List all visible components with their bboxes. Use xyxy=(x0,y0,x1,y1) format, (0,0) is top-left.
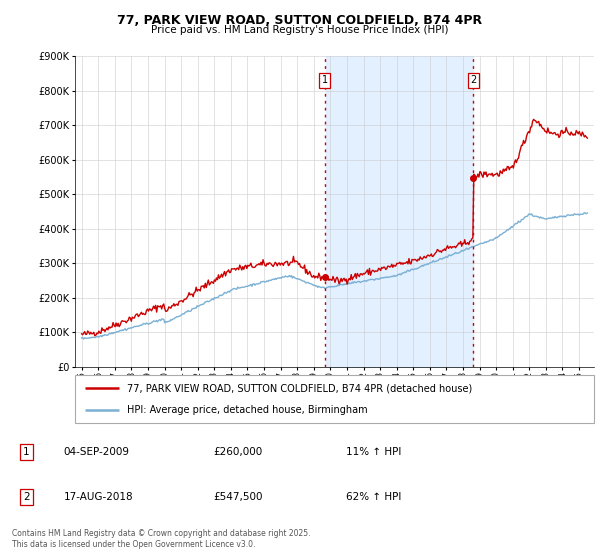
Point xyxy=(82,407,89,413)
Text: 77, PARK VIEW ROAD, SUTTON COLDFIELD, B74 4PR: 77, PARK VIEW ROAD, SUTTON COLDFIELD, B7… xyxy=(118,14,482,27)
Text: £547,500: £547,500 xyxy=(214,492,263,502)
Text: HPI: Average price, detached house, Birmingham: HPI: Average price, detached house, Birm… xyxy=(127,405,368,415)
Text: 2: 2 xyxy=(23,492,30,502)
Point xyxy=(82,385,89,391)
Text: £260,000: £260,000 xyxy=(214,447,263,457)
Text: 2: 2 xyxy=(470,75,476,85)
Point xyxy=(116,407,123,413)
FancyBboxPatch shape xyxy=(75,375,594,423)
Text: 04-SEP-2009: 04-SEP-2009 xyxy=(64,447,130,457)
Text: 62% ↑ HPI: 62% ↑ HPI xyxy=(346,492,401,502)
Text: 11% ↑ HPI: 11% ↑ HPI xyxy=(346,447,401,457)
Text: 77, PARK VIEW ROAD, SUTTON COLDFIELD, B74 4PR (detached house): 77, PARK VIEW ROAD, SUTTON COLDFIELD, B7… xyxy=(127,383,472,393)
Text: 1: 1 xyxy=(23,447,30,457)
Text: Price paid vs. HM Land Registry's House Price Index (HPI): Price paid vs. HM Land Registry's House … xyxy=(151,25,449,35)
Text: 1: 1 xyxy=(322,75,328,85)
Text: Contains HM Land Registry data © Crown copyright and database right 2025.
This d: Contains HM Land Registry data © Crown c… xyxy=(12,529,311,549)
Text: 17-AUG-2018: 17-AUG-2018 xyxy=(64,492,133,502)
Point xyxy=(116,385,123,391)
